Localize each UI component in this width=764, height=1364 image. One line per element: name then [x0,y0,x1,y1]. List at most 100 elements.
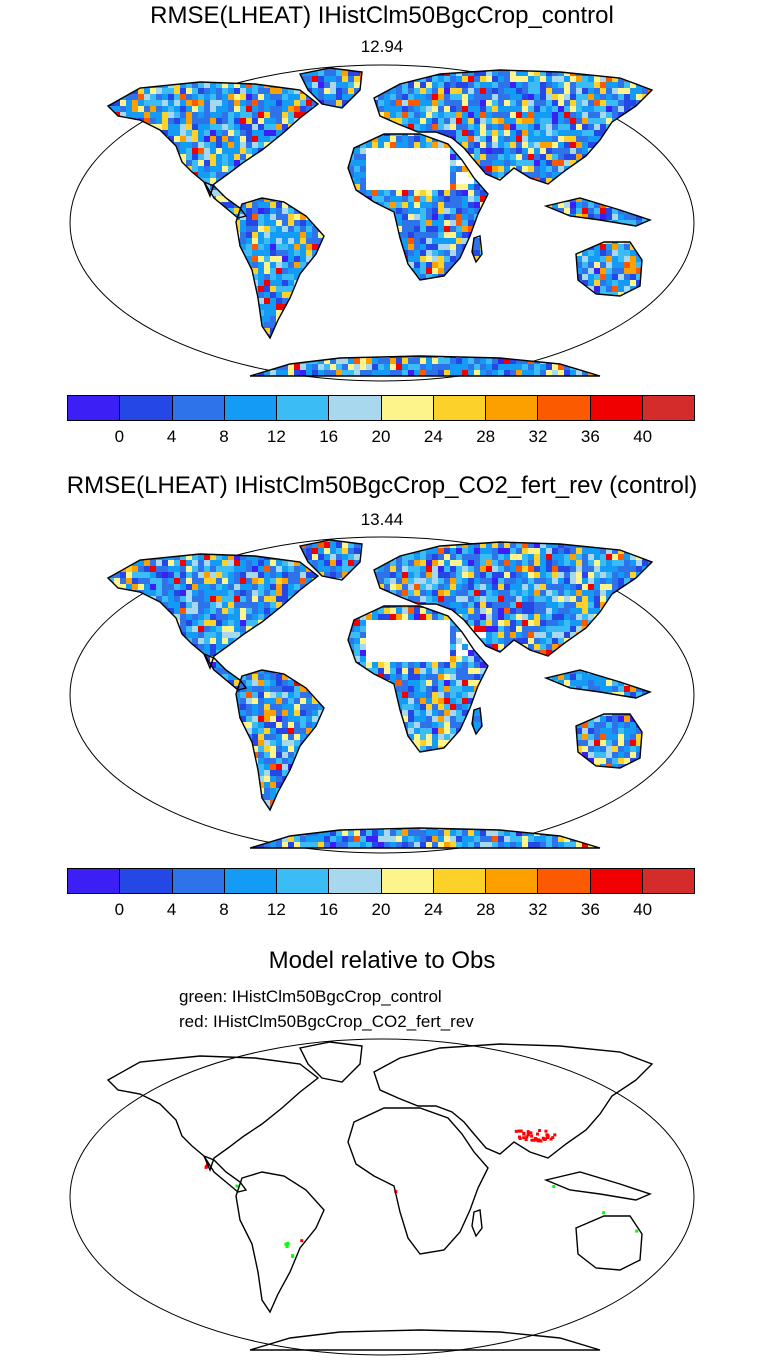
colorbar-swatch [329,869,382,893]
coastline-australia [575,241,643,297]
coastline-australia [575,713,643,769]
colorbar-tick-label: 24 [423,427,443,446]
red-marker [526,1132,530,1136]
colorbar-tick-label: 4 [166,900,177,919]
red-marker [545,1136,549,1140]
colorbar-tick-label: 12 [266,427,286,446]
colorbar-swatch [381,869,434,893]
red-marker [538,1129,542,1133]
colorbar-swatch [172,869,225,893]
colorbar-tick-label: 20 [371,427,391,446]
red-marker [544,1129,548,1133]
red-marker [517,1135,521,1139]
comparison-map [69,1038,695,1356]
colorbar-swatch [224,869,277,893]
coastline-antarctica [249,1329,601,1351]
colorbar-tick-label: 16 [319,900,339,919]
comparison-legend-green: green: IHistClm50BgcCrop_control [179,987,442,1006]
coastline-eurasia [373,541,654,657]
coastline-central-america [202,180,248,219]
coastline-central-america [202,1154,248,1193]
colorbar-tick-label: 36 [580,427,600,446]
colorbar-tick-label: 0 [114,427,125,446]
red-marker [205,1164,209,1168]
red-marker [536,1132,540,1136]
red-marker [532,1138,536,1142]
colorbar-swatch [120,869,173,893]
colorbar-tick-label: 8 [219,900,229,919]
green-marker [635,1229,639,1233]
colorbar-swatch [433,869,486,893]
colorbar-swatch [642,396,694,420]
coastline-greenland [298,67,363,109]
coastline-africa [347,1107,489,1255]
colorbar-tick-label: 28 [476,900,496,919]
coastline-antarctica [249,827,601,849]
coastline-madagascar [471,235,483,264]
colorbar-tick-label: 12 [266,900,286,919]
coastline-north-america [106,553,320,670]
red-marker [551,1136,555,1140]
red-marker [539,1139,543,1143]
colorbar-tick-label: 40 [633,427,653,446]
panel1-map [69,64,695,382]
red-marker [524,1138,528,1142]
red-marker [530,1134,534,1138]
coastline-southeast-asia [543,669,652,699]
colorbar-tick-label: 40 [633,900,653,919]
green-marker [291,1254,295,1258]
colorbar-tick-label: 32 [528,900,548,919]
colorbar-swatch [277,396,330,420]
coastline-greenland [298,1041,363,1083]
colorbar-swatch [486,396,539,420]
colorbar-swatch [224,396,277,420]
red-marker [529,1131,533,1135]
colorbar-tick-label: 4 [166,427,177,446]
colorbar-tick-label: 28 [476,427,496,446]
colorbar-swatch [120,396,173,420]
green-marker [552,1185,556,1189]
colorbar-swatch [68,869,121,893]
coastline-africa [347,605,489,753]
coastline-madagascar [471,707,483,736]
comparison-legend-red: red: IHistClm50BgcCrop_CO2_fert_rev [179,1012,474,1031]
comparison-title: Model relative to Obs [268,947,496,974]
colorbar-swatch [486,869,539,893]
coastline-central-america [202,652,248,691]
globe-outline [69,1038,695,1356]
coastline-south-america [235,197,325,340]
colorbar-tick-label: 16 [319,427,339,446]
coastline-greenland [298,539,363,581]
red-marker [543,1137,547,1141]
green-marker [602,1211,606,1215]
coastline-antarctica [249,355,601,377]
colorbar-swatch [642,869,694,893]
red-marker [522,1136,526,1140]
green-marker [286,1241,290,1245]
red-marker [526,1130,530,1134]
red-marker [522,1132,526,1136]
colorbar-swatch [590,396,643,420]
panel2-colorbar [67,868,695,894]
colorbar-swatch [329,396,382,420]
green-marker [285,1245,289,1249]
coastline-north-america [106,1055,320,1172]
red-marker [514,1129,518,1133]
coastline-eurasia [373,1043,654,1159]
colorbar-tick-label: 24 [423,900,443,919]
red-marker [530,1138,534,1142]
colorbar-swatch [68,396,121,420]
red-marker [533,1136,537,1140]
panel2-value: 13.44 [360,510,404,529]
colorbar-tick-label: 32 [528,427,548,446]
coastline-south-america [235,1171,325,1314]
colorbar-swatch [538,396,591,420]
colorbar-swatch [381,396,434,420]
red-marker [525,1135,529,1139]
panel1-value: 12.94 [360,37,404,56]
coastline-australia [575,1215,643,1271]
coastline-eurasia [373,69,654,185]
red-marker [536,1139,540,1143]
colorbar-swatch [433,396,486,420]
colorbar-tick-label: 8 [219,427,229,446]
